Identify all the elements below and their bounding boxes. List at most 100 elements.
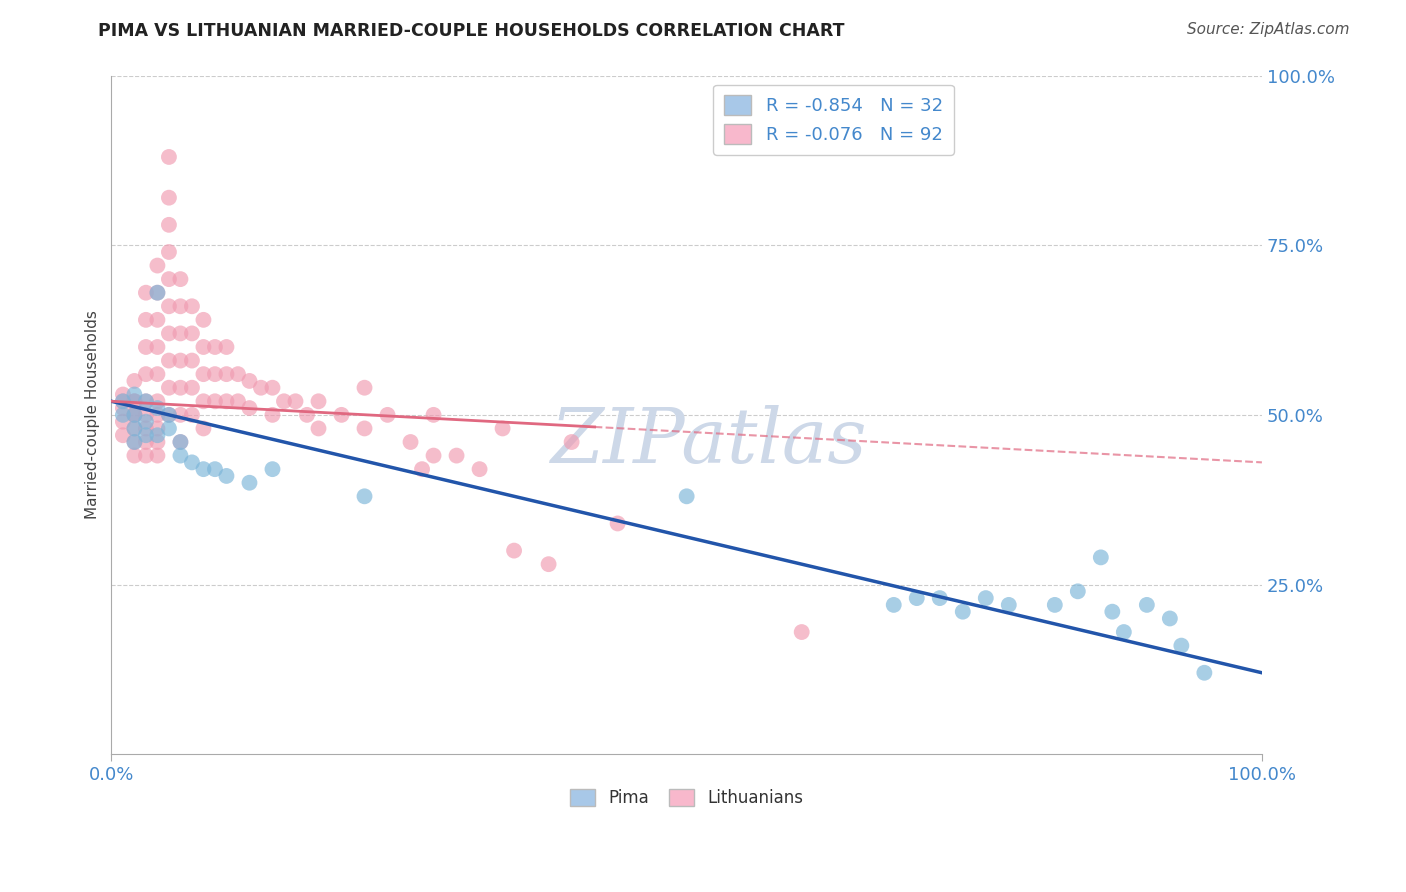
Point (124, 421, 146, 435)
Point (146, 313, 169, 327)
Point (226, 394, 249, 409)
Point (226, 367, 249, 381)
Point (146, 401, 169, 415)
Point (157, 191, 180, 205)
Point (135, 367, 157, 381)
Point (157, 218, 180, 232)
Point (111, 415, 134, 429)
Point (146, 367, 169, 381)
Point (135, 415, 157, 429)
Point (157, 408, 180, 422)
Point (204, 462, 226, 476)
Point (193, 462, 215, 476)
Point (146, 394, 169, 409)
Point (181, 408, 204, 422)
Point (124, 421, 146, 435)
Point (215, 394, 238, 409)
Point (353, 489, 375, 503)
Point (928, 591, 950, 606)
Point (124, 408, 146, 422)
Point (1170, 639, 1192, 653)
Point (377, 408, 399, 422)
Point (193, 367, 215, 381)
Text: ZIPatlas: ZIPatlas (551, 405, 868, 479)
Point (1194, 665, 1216, 680)
Point (181, 326, 204, 341)
Point (146, 408, 169, 422)
Point (169, 435, 191, 450)
Point (284, 394, 307, 409)
Legend: Pima, Lithuanians: Pima, Lithuanians (564, 782, 810, 814)
Text: Source: ZipAtlas.com: Source: ZipAtlas.com (1187, 22, 1350, 37)
Point (135, 394, 157, 409)
Point (446, 449, 468, 463)
Point (111, 408, 134, 422)
Point (157, 381, 180, 395)
Point (124, 374, 146, 388)
Point (135, 435, 157, 450)
Point (135, 340, 157, 354)
Point (204, 340, 226, 354)
Point (169, 299, 191, 313)
Point (238, 401, 260, 415)
Point (1159, 611, 1181, 625)
Text: PIMA VS LITHUANIAN MARRIED-COUPLE HOUSEHOLDS CORRELATION CHART: PIMA VS LITHUANIAN MARRIED-COUPLE HOUSEH… (98, 22, 845, 40)
Point (790, 625, 813, 640)
Point (124, 435, 146, 450)
Point (308, 421, 330, 435)
Point (204, 394, 226, 409)
Point (330, 408, 353, 422)
Point (273, 394, 295, 409)
Point (422, 449, 444, 463)
Point (606, 516, 628, 531)
Point (1090, 550, 1112, 565)
Point (561, 435, 583, 450)
Point (157, 408, 180, 422)
Point (1067, 584, 1090, 599)
Point (193, 421, 215, 435)
Point (157, 299, 180, 313)
Point (135, 285, 157, 300)
Point (111, 428, 134, 442)
Point (1043, 598, 1066, 612)
Point (169, 435, 191, 450)
Point (193, 313, 215, 327)
Point (111, 394, 134, 409)
Point (169, 353, 191, 368)
Point (181, 381, 204, 395)
Point (262, 381, 284, 395)
Point (215, 367, 238, 381)
Point (111, 401, 134, 415)
Point (537, 557, 560, 571)
Point (124, 449, 146, 463)
Point (883, 598, 905, 612)
Point (124, 394, 146, 409)
Point (181, 353, 204, 368)
Point (124, 394, 146, 409)
Point (169, 381, 191, 395)
Point (1101, 605, 1123, 619)
Point (204, 367, 226, 381)
Point (124, 387, 146, 401)
Point (295, 408, 318, 422)
Point (215, 469, 238, 483)
Point (169, 449, 191, 463)
Point (353, 421, 375, 435)
Point (135, 313, 157, 327)
Point (193, 340, 215, 354)
Point (491, 421, 513, 435)
Point (111, 394, 134, 409)
Point (146, 421, 169, 435)
Point (157, 150, 180, 164)
Point (308, 394, 330, 409)
Point (124, 408, 146, 422)
Point (135, 408, 157, 422)
Point (411, 462, 433, 476)
Point (111, 387, 134, 401)
Point (238, 475, 260, 490)
Point (952, 605, 974, 619)
Point (135, 428, 157, 442)
Point (157, 326, 180, 341)
Point (169, 272, 191, 286)
Point (1136, 598, 1159, 612)
